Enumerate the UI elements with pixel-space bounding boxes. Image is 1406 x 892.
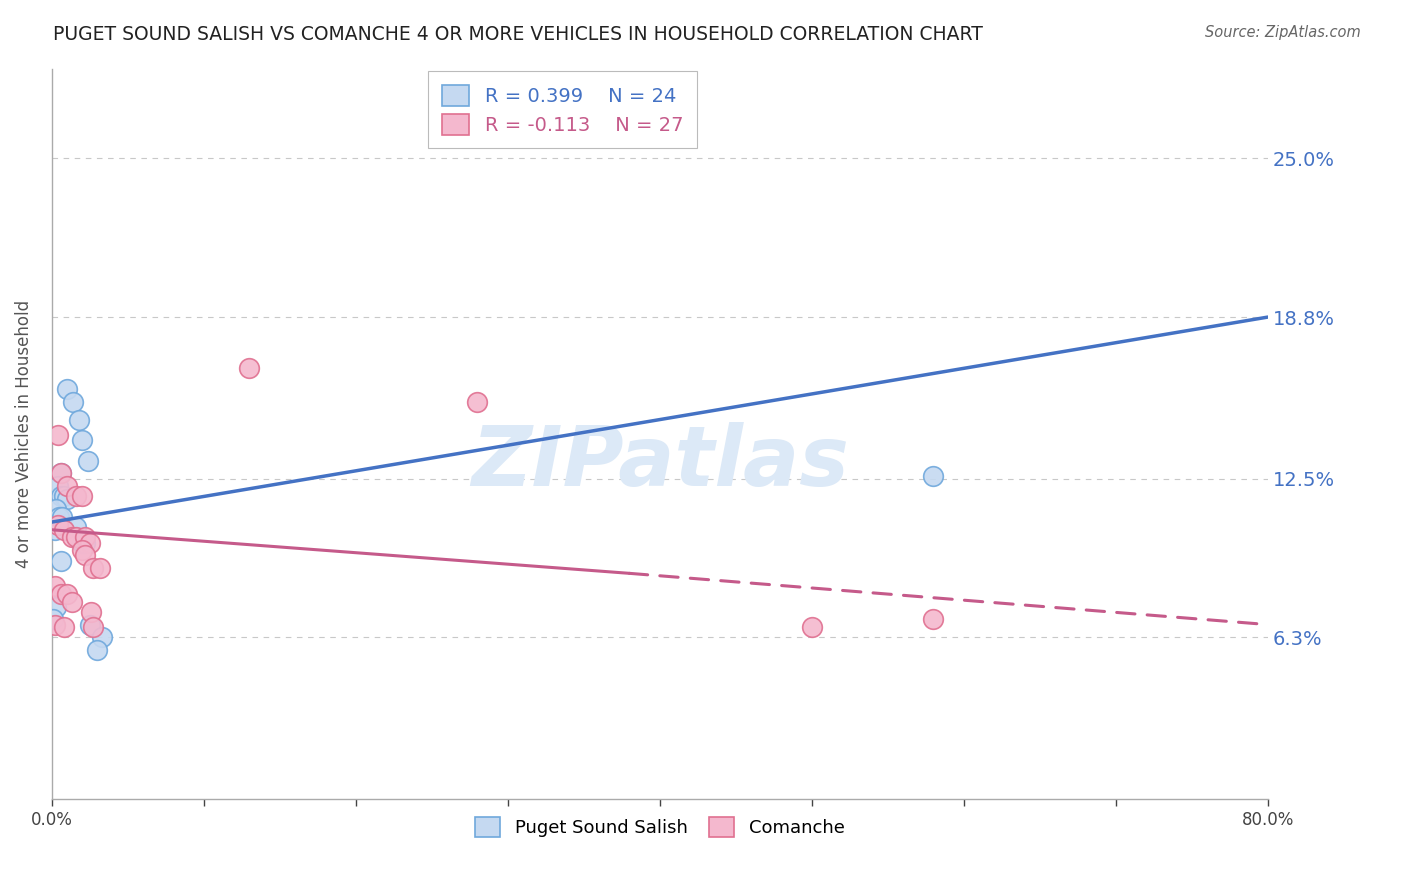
Point [82,561,104,575]
Point [56,587,79,601]
Point [62,394,84,409]
Text: PUGET SOUND SALISH VS COMANCHE 4 OR MORE VEHICLES IN HOUSEHOLD CORRELATION CHART: PUGET SOUND SALISH VS COMANCHE 4 OR MORE… [53,25,983,44]
Point [52,523,75,537]
Point [49,587,72,601]
Point [800,620,823,634]
Point [86,643,108,657]
Point [49,553,72,567]
Point [45,502,67,516]
Point [467,394,489,409]
Point [75,531,97,545]
Point [67,412,90,426]
Point [44,617,66,632]
Point [44,579,66,593]
Point [70,535,93,549]
Point [65,490,87,504]
Point [56,491,79,506]
Point [89,561,111,575]
Point [42,612,65,626]
Text: Source: ZipAtlas.com: Source: ZipAtlas.com [1205,25,1361,40]
Point [52,620,75,634]
Point [56,382,79,396]
Point [52,490,75,504]
Point [45,599,67,614]
Point [51,510,73,524]
Point [922,469,945,483]
Point [65,531,87,545]
Point [46,517,69,532]
Point [65,520,87,534]
Point [49,490,72,504]
Point [82,620,104,634]
Point [49,467,72,481]
Point [44,523,66,537]
Point [70,490,93,504]
Point [75,549,97,563]
Point [60,594,83,608]
Point [77,453,100,467]
Point [46,428,69,442]
Point [46,479,69,493]
Point [48,510,70,524]
Point [238,361,260,376]
Point [70,543,93,558]
Legend: Puget Sound Salish, Comanche: Puget Sound Salish, Comanche [468,810,852,845]
Point [922,612,945,626]
Point [90,631,112,645]
Point [79,535,101,549]
Point [79,617,101,632]
Point [80,605,103,619]
Point [60,531,83,545]
Y-axis label: 4 or more Vehicles in Household: 4 or more Vehicles in Household [15,300,32,567]
Point [56,479,79,493]
Point [70,433,93,447]
Point [75,535,97,549]
Point [49,467,72,481]
Text: ZIPatlas: ZIPatlas [471,423,849,503]
